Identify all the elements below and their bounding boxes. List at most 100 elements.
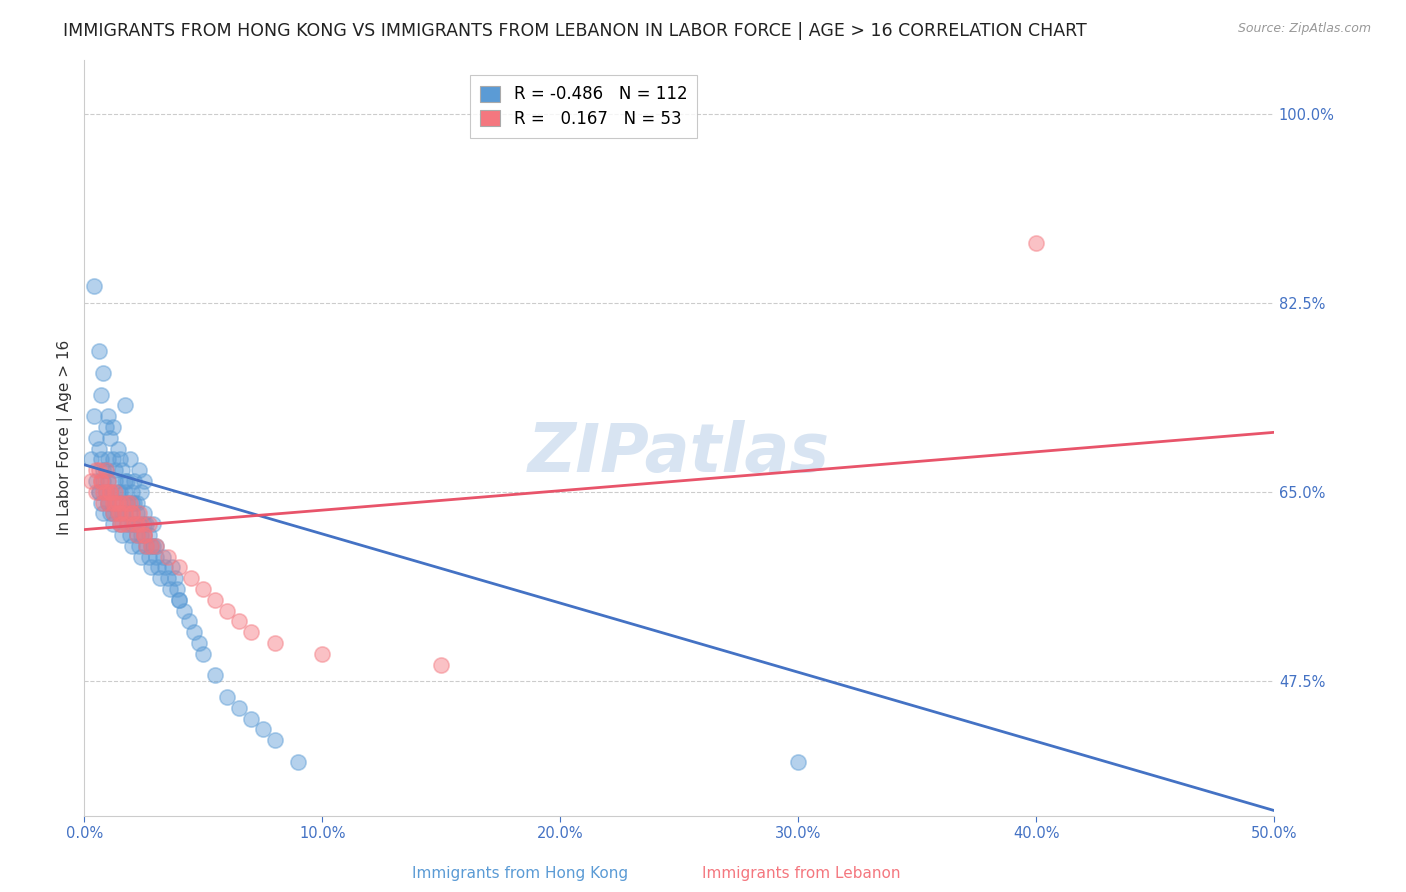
Point (87, 344, 110, 359)
Point (111, 507, 134, 521)
Point (132, 528, 155, 542)
Point (204, 668, 226, 682)
Point (100, 484, 122, 499)
Point (122, 517, 145, 532)
Point (173, 604, 195, 618)
Point (97, 474, 120, 488)
Point (94, 420, 117, 434)
Point (97, 474, 120, 488)
Point (108, 452, 131, 467)
Point (153, 560, 176, 574)
Point (90, 387, 112, 401)
Point (90, 474, 112, 488)
Point (131, 528, 153, 542)
Point (90, 474, 112, 488)
Point (90, 495, 112, 509)
Point (101, 507, 124, 521)
Point (263, 733, 285, 747)
Point (118, 528, 141, 542)
Point (101, 452, 124, 467)
Point (121, 539, 143, 553)
Point (111, 528, 134, 542)
Point (138, 549, 160, 564)
Point (97, 495, 120, 509)
Text: Source: ZipAtlas.com: Source: ZipAtlas.com (1237, 22, 1371, 36)
Point (101, 420, 124, 434)
Point (87, 442, 110, 456)
Point (114, 507, 136, 521)
Point (84, 474, 107, 488)
Point (108, 517, 131, 532)
Point (118, 507, 141, 521)
Point (101, 517, 124, 532)
Point (118, 495, 141, 509)
Point (122, 517, 145, 532)
Point (91, 495, 114, 509)
Point (94, 484, 117, 499)
Point (84, 431, 107, 445)
Point (287, 755, 309, 769)
Point (131, 484, 153, 499)
Point (146, 560, 169, 574)
Point (1025, 236, 1047, 251)
Point (169, 592, 191, 607)
Point (108, 495, 131, 509)
Point (80, 474, 103, 488)
Point (114, 507, 136, 521)
Point (122, 474, 145, 488)
Point (115, 495, 138, 509)
Point (100, 431, 122, 445)
Point (121, 507, 143, 521)
Point (152, 549, 174, 564)
Point (132, 528, 155, 542)
Point (132, 517, 155, 532)
Point (193, 582, 215, 596)
Point (128, 517, 150, 532)
Point (166, 582, 188, 596)
Point (122, 495, 145, 509)
Point (228, 701, 250, 715)
Point (125, 495, 148, 509)
Point (138, 517, 160, 532)
Point (169, 592, 191, 607)
Point (145, 549, 167, 564)
Legend: R = -0.486   N = 112, R =   0.167   N = 53: R = -0.486 N = 112, R = 0.167 N = 53 (471, 76, 697, 138)
Point (228, 615, 250, 629)
Point (135, 539, 157, 553)
Point (87, 484, 110, 499)
Point (114, 484, 136, 499)
Point (104, 495, 127, 509)
Point (121, 495, 143, 509)
Point (125, 507, 148, 521)
Point (111, 517, 134, 532)
Point (132, 474, 155, 488)
Point (187, 636, 209, 650)
Point (430, 657, 453, 672)
Point (128, 507, 150, 521)
Point (159, 582, 181, 596)
Point (97, 452, 120, 467)
Point (83, 409, 105, 424)
Point (87, 463, 110, 477)
Point (108, 507, 131, 521)
Point (111, 463, 134, 477)
Point (94, 463, 117, 477)
Point (125, 517, 148, 532)
Point (135, 517, 157, 532)
Point (104, 463, 127, 477)
Point (132, 507, 155, 521)
Point (121, 484, 143, 499)
Text: Immigrants from Hong Kong: Immigrants from Hong Kong (412, 866, 628, 881)
Point (107, 507, 129, 521)
Point (131, 517, 153, 532)
Point (91, 366, 114, 380)
Point (132, 528, 155, 542)
Point (104, 484, 127, 499)
Point (142, 539, 165, 553)
Point (87, 484, 110, 499)
Point (90, 452, 112, 467)
Point (114, 474, 136, 488)
Point (107, 507, 129, 521)
Point (91, 463, 114, 477)
Point (139, 539, 162, 553)
